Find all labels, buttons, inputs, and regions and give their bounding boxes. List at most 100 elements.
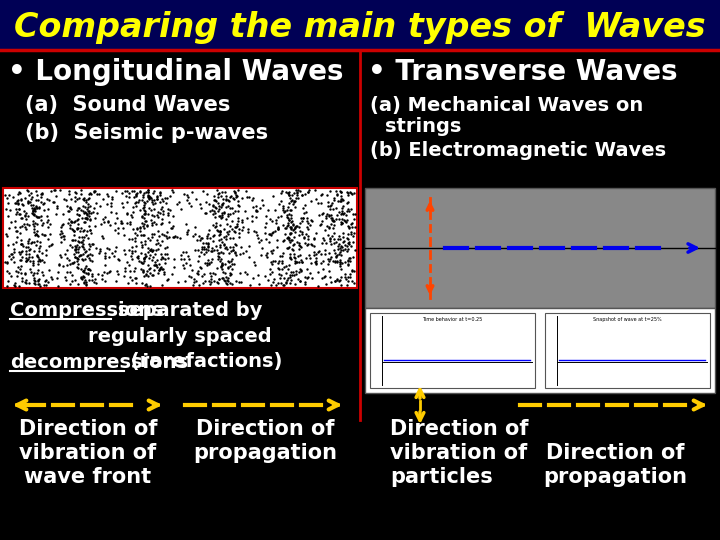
Point: [14, 210, 26, 218]
Point: [14, 255, 25, 264]
Point: [158, 268, 170, 276]
Point: [328, 205, 339, 213]
Point: [216, 188, 228, 197]
Point: [323, 198, 334, 206]
Point: [325, 201, 337, 210]
Point: [139, 219, 150, 228]
Point: [279, 207, 290, 215]
Point: [22, 254, 33, 263]
Point: [214, 221, 225, 230]
Point: [282, 203, 294, 212]
Point: [186, 187, 197, 196]
Point: [2, 212, 14, 220]
Point: [112, 223, 124, 232]
Point: [274, 270, 285, 279]
Point: [157, 253, 168, 262]
Point: [145, 281, 156, 290]
Point: [324, 186, 336, 195]
Point: [85, 225, 96, 234]
Point: [29, 277, 40, 286]
Point: [184, 254, 195, 263]
Point: [219, 260, 230, 268]
Point: [85, 229, 96, 238]
Point: [78, 194, 89, 203]
Point: [337, 207, 348, 215]
Point: [75, 274, 86, 282]
Point: [287, 271, 298, 279]
Point: [34, 256, 45, 265]
Point: [212, 192, 223, 201]
Point: [96, 274, 108, 283]
Point: [272, 213, 284, 221]
Point: [297, 214, 309, 222]
Point: [235, 242, 247, 251]
Point: [107, 249, 118, 258]
Point: [102, 268, 113, 277]
Point: [65, 267, 76, 276]
Point: [24, 188, 36, 197]
Point: [215, 242, 226, 251]
Point: [296, 191, 307, 199]
Point: [198, 245, 210, 253]
Point: [344, 256, 356, 265]
Point: [315, 191, 327, 199]
Point: [217, 260, 228, 269]
Point: [45, 187, 57, 196]
Point: [287, 217, 298, 226]
Point: [22, 186, 33, 194]
Point: [136, 259, 148, 268]
Point: [202, 239, 214, 248]
Point: [32, 260, 43, 268]
Point: [207, 231, 218, 240]
Text: Direction of: Direction of: [196, 419, 334, 439]
Point: [267, 246, 279, 254]
Point: [294, 187, 306, 196]
Point: [112, 254, 124, 263]
Point: [239, 207, 251, 215]
Point: [81, 231, 92, 239]
Point: [207, 268, 219, 277]
Point: [284, 273, 296, 281]
Point: [158, 265, 169, 274]
Point: [81, 209, 92, 218]
Point: [320, 246, 331, 254]
Point: [55, 227, 67, 235]
Point: [268, 257, 279, 266]
Point: [202, 230, 214, 239]
Point: [217, 238, 228, 247]
Point: [236, 226, 248, 234]
Point: [140, 217, 152, 225]
Point: [125, 211, 137, 220]
Point: [31, 226, 42, 235]
Point: [14, 189, 26, 198]
Point: [214, 226, 225, 235]
Point: [285, 222, 297, 231]
Point: [250, 261, 261, 270]
Point: [280, 188, 292, 197]
Point: [220, 195, 232, 204]
Point: [67, 235, 78, 244]
Point: [284, 238, 296, 247]
Point: [283, 261, 294, 269]
Point: [80, 269, 91, 278]
Point: [31, 204, 42, 212]
Point: [240, 268, 251, 276]
Point: [164, 192, 176, 201]
Point: [31, 212, 42, 221]
Point: [207, 243, 218, 252]
Point: [156, 205, 167, 213]
Point: [13, 210, 24, 218]
Point: [256, 251, 267, 260]
Point: [210, 219, 222, 227]
Point: [54, 251, 66, 259]
Point: [318, 273, 330, 281]
Point: [10, 226, 22, 235]
Point: [342, 239, 354, 247]
Point: [177, 261, 189, 270]
Point: [34, 203, 45, 212]
Point: [287, 235, 298, 244]
Point: [27, 207, 39, 215]
Point: [321, 210, 333, 219]
Point: [73, 233, 84, 242]
Point: [235, 249, 246, 258]
